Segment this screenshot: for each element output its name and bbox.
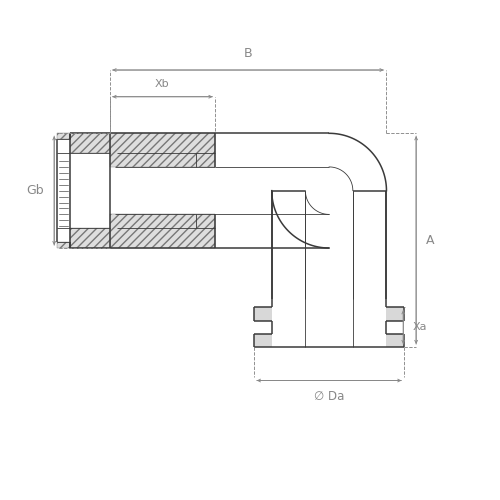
Bar	[110, 214, 216, 248]
Bar	[57, 134, 70, 139]
Bar	[70, 134, 110, 153]
Bar	[386, 334, 404, 347]
Text: B: B	[244, 47, 252, 60]
Bar	[386, 308, 404, 321]
Text: A: A	[426, 234, 434, 246]
Bar	[57, 242, 70, 248]
Bar	[110, 214, 216, 248]
Bar	[57, 242, 70, 248]
Text: Gb: Gb	[26, 184, 44, 197]
Text: Xb: Xb	[155, 79, 170, 89]
Bar	[70, 134, 110, 153]
Bar	[254, 308, 272, 321]
Bar	[110, 134, 216, 167]
Bar	[70, 228, 110, 248]
Text: ∅ Da: ∅ Da	[314, 390, 344, 404]
Text: Xa: Xa	[413, 322, 428, 332]
Bar	[254, 334, 272, 347]
Bar	[110, 134, 216, 167]
Bar	[57, 134, 70, 139]
Bar	[70, 228, 110, 248]
